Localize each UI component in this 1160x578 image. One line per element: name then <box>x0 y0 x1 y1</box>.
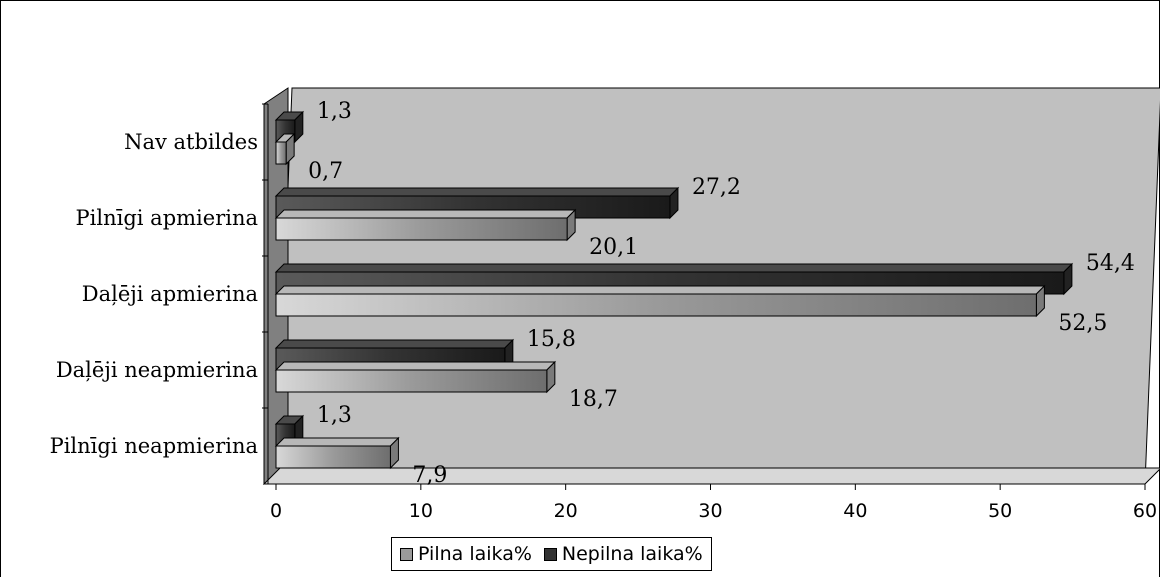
x-tick-label: 40 <box>843 500 867 522</box>
x-tick-label: 10 <box>409 500 433 522</box>
value-label: 52,5 <box>1058 311 1107 336</box>
category-label: Daļēji neapmierina <box>56 358 258 382</box>
legend-label-series-2: Nepilna laika% <box>561 543 703 565</box>
bar <box>275 369 548 393</box>
value-label: 1,3 <box>317 403 352 428</box>
x-tick-label: 60 <box>1133 500 1157 522</box>
value-label: 18,7 <box>569 387 618 412</box>
bar-top <box>274 285 1046 295</box>
bar-top <box>274 437 400 447</box>
floor <box>262 467 1160 485</box>
value-label: 0,7 <box>308 159 343 184</box>
bar-top <box>274 187 680 197</box>
value-label: 15,8 <box>527 327 576 352</box>
bar-top <box>274 361 557 371</box>
bars <box>274 110 1074 470</box>
legend-label-series-1: Pilna laika% <box>418 543 532 565</box>
legend: Pilna laika% Nepilna laika% <box>391 537 712 571</box>
labels: Nav atbildes 1,3 0,7 Pilnīgi apmierina 27,2 2… <box>50 99 1135 488</box>
bar-top <box>274 339 515 349</box>
x-tick-label: 30 <box>698 500 722 522</box>
category-label: Pilnīgi apmierina <box>76 206 258 230</box>
bar <box>275 445 391 469</box>
value-label: 54,4 <box>1086 251 1135 276</box>
value-label: 1,3 <box>317 99 352 124</box>
category-label: Daļēji apmierina <box>82 282 258 306</box>
x-tick-label: 50 <box>988 500 1012 522</box>
axis-ticks: 0 10 20 30 40 50 60 <box>262 103 1157 522</box>
value-label: 7,9 <box>412 463 447 488</box>
category-label: Nav atbildes <box>124 130 258 154</box>
bar <box>275 217 568 241</box>
value-label: 27,2 <box>692 175 741 200</box>
x-tick-label: 20 <box>554 500 578 522</box>
legend-swatch-series-2 <box>543 547 557 561</box>
bar <box>275 141 287 165</box>
bar-top <box>274 263 1074 273</box>
value-label: 20,1 <box>589 235 638 260</box>
category-label: Pilnīgi neapmierina <box>50 434 258 458</box>
x-tick-label: 0 <box>270 500 282 522</box>
bar <box>275 293 1037 317</box>
legend-item-series-1: Pilna laika% <box>400 543 532 565</box>
bar-top <box>274 209 577 219</box>
legend-item-series-2: Nepilna laika% <box>543 543 703 565</box>
legend-swatch-series-1 <box>400 547 413 561</box>
